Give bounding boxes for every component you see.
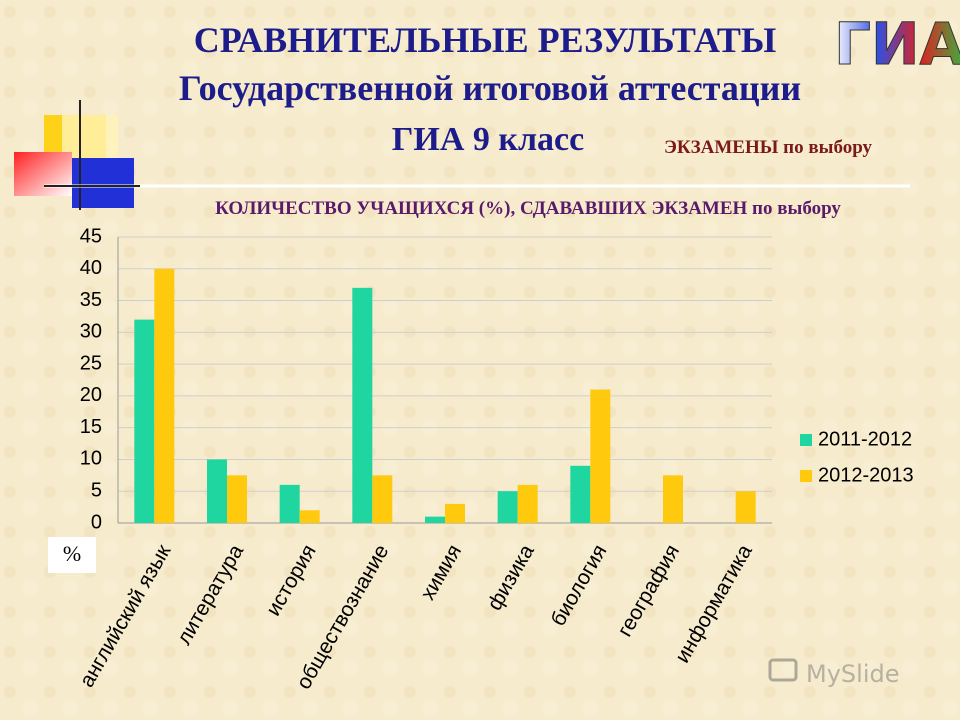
bar — [207, 459, 227, 523]
bar — [425, 516, 445, 523]
y-tick-label: 30 — [80, 321, 102, 343]
y-tick-label: 10 — [80, 448, 102, 470]
bar — [372, 475, 393, 523]
legend-label: 2012-2013 — [818, 464, 914, 486]
y-axis-label: % — [63, 541, 81, 566]
bar — [497, 491, 518, 523]
legend-label: 2011-2012 — [818, 428, 912, 450]
logo: ГИА — [834, 10, 960, 78]
bar — [227, 475, 247, 523]
chart-title: СРАВНИТЕЛЬНЫЕ РЕЗУЛЬТАТЫ — [194, 20, 777, 60]
decoration — [14, 100, 910, 210]
bar — [663, 475, 683, 523]
y-tick-label: 15 — [80, 416, 102, 438]
y-tick-label: 35 — [80, 289, 102, 311]
y-tick-label: 25 — [80, 352, 102, 374]
y-tick-label: 40 — [80, 257, 102, 279]
y-tick-label: 5 — [91, 480, 102, 502]
y-tick-label: 0 — [91, 511, 102, 533]
bar — [570, 465, 591, 523]
y-tick-label: 20 — [80, 384, 102, 406]
bar — [134, 319, 155, 523]
subtitle: КОЛИЧЕСТВО УЧАЩИХСЯ (%), СДАВАВШИХ ЭКЗАМ… — [215, 198, 841, 219]
chart-title-line2: Государственной итоговой аттестации — [179, 68, 801, 108]
y-tick-label: 45 — [80, 225, 102, 247]
bar — [299, 510, 320, 523]
bar — [352, 287, 373, 523]
y-label-box — [48, 537, 96, 573]
title-note: ЭКЗАМЕНЫ по выбору — [664, 137, 873, 158]
legend-swatch — [800, 470, 812, 482]
watermark-text: MySlide — [806, 660, 899, 688]
bar — [445, 503, 465, 523]
legend-swatch — [800, 434, 812, 446]
bar — [154, 268, 175, 523]
bar — [517, 484, 538, 523]
bar — [735, 491, 756, 523]
watermark: MySlide — [768, 658, 899, 688]
chart-title-line3: ГИА 9 класс — [392, 121, 584, 158]
bar — [279, 484, 300, 523]
bar — [590, 389, 611, 523]
